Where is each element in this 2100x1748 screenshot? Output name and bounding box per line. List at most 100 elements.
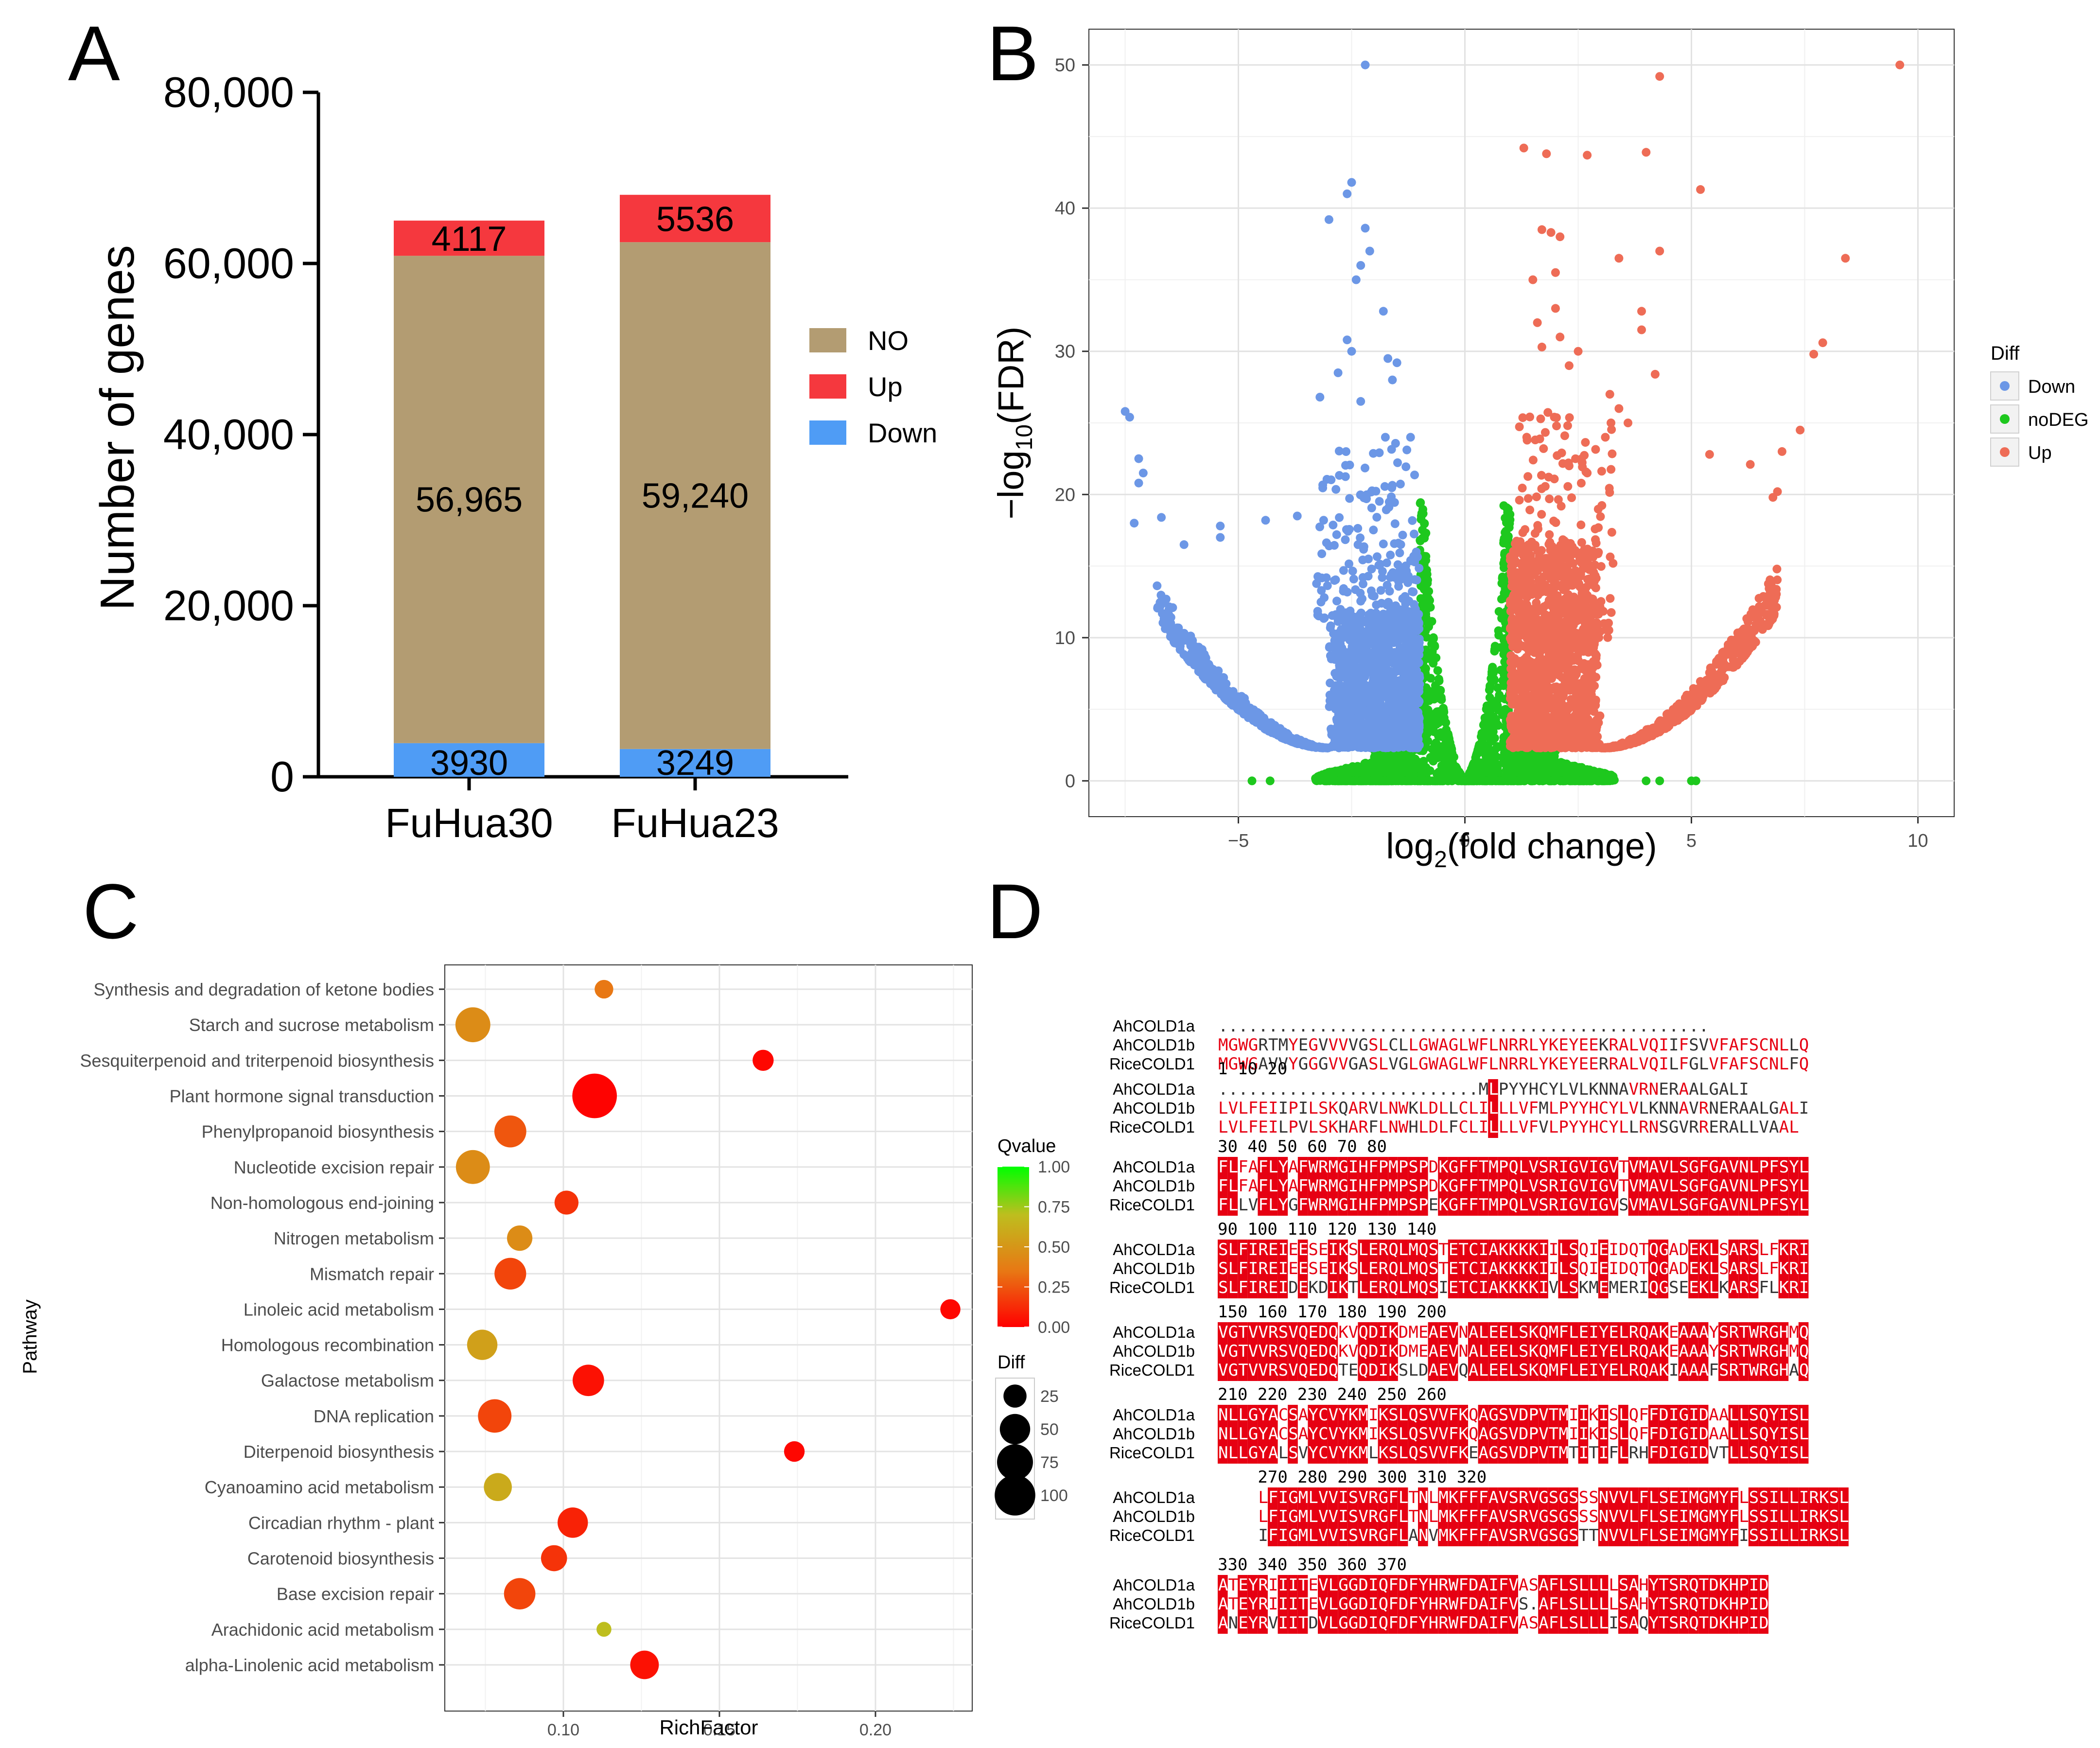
panel-b-point-down	[1377, 719, 1386, 728]
panel-b-point-down	[1375, 497, 1384, 506]
panel-b-point-down	[1388, 670, 1397, 680]
panel-b-point-down	[1367, 663, 1377, 672]
panel-a-y-tick-label: 40,000	[163, 410, 294, 458]
panel-b-point-down	[1231, 701, 1240, 710]
panel-b-point-nodeg	[1417, 511, 1426, 521]
panel-a-bars	[394, 194, 770, 777]
panel-b-point-nodeg	[1515, 758, 1524, 767]
panel-b-point-nodeg	[1464, 776, 1473, 786]
panel-b-point-nodeg	[1366, 765, 1375, 774]
panel-b-point-down	[1267, 727, 1277, 736]
panel-b-point-down	[1392, 703, 1401, 713]
panel-b-point-nodeg	[1322, 776, 1331, 786]
panel-b-point-up	[1772, 603, 1781, 612]
panel-b-point-down	[1404, 571, 1413, 580]
panel-b-point-nodeg	[1433, 666, 1442, 675]
panel-b-point-down	[1359, 542, 1368, 551]
panel-b-point-nodeg	[1488, 759, 1497, 769]
panel-b-point-down	[1332, 596, 1341, 606]
panel-b-point-up	[1640, 728, 1649, 737]
panel-b-point-down	[1347, 347, 1356, 356]
panel-b-point-down	[1347, 178, 1356, 187]
panel-b-point-down	[1326, 623, 1335, 632]
panel-b-point-up	[1688, 698, 1697, 707]
panel-b-point-down	[1376, 586, 1385, 595]
panel-b-point-down	[1393, 652, 1402, 661]
panel-b-point-nodeg	[1357, 776, 1366, 786]
panel-b-point-nodeg	[1416, 536, 1425, 545]
panel-b-point-nodeg	[1368, 776, 1377, 786]
panel-b-point-down	[1332, 530, 1341, 539]
panel-b-point-down	[1413, 680, 1422, 689]
panel-b-point-down	[1372, 513, 1382, 522]
panel-b-point-nodeg	[1454, 776, 1463, 786]
panel-a-bar-down	[394, 743, 544, 777]
panel-b-point-down	[1372, 552, 1382, 561]
panel-b-point-nodeg	[1420, 519, 1429, 528]
panel-b-points	[1120, 60, 1905, 786]
panel-b-point-down	[1216, 533, 1225, 542]
panel-b-point-down	[1332, 631, 1341, 640]
panel-b-point-down	[1410, 558, 1419, 566]
panel-b-point-down	[1377, 733, 1386, 742]
panel-b-point-down	[1339, 584, 1348, 593]
panel-a-label-no: 59,240	[642, 477, 749, 516]
panel-b-point-down	[1402, 680, 1411, 689]
panel-b-point-down	[1186, 657, 1195, 666]
panel-b-point-nodeg	[1313, 774, 1322, 783]
panel-b-point-down	[1388, 609, 1398, 618]
panel-b-point-down	[1362, 697, 1371, 706]
panel-b-point-down	[1372, 600, 1381, 610]
panel-a-letter: A	[68, 10, 120, 97]
panel-b-point-nodeg	[1655, 776, 1664, 786]
panel-b-point-down	[1361, 463, 1369, 472]
panel-b-point-down	[1354, 690, 1363, 699]
panel-b-point-down	[1398, 530, 1407, 540]
panel-b-point-down	[1367, 742, 1376, 752]
panel-b-point-down	[1353, 524, 1363, 533]
panel-b-point-nodeg	[1247, 776, 1257, 786]
panel-b-point-down	[1265, 718, 1275, 728]
panel-b-point-down	[1333, 368, 1343, 377]
panel-b-point-nodeg	[1479, 720, 1488, 730]
panel-b-point-down	[1335, 471, 1344, 480]
panel-b-point-nodeg	[1347, 764, 1356, 773]
panel-b-point-down	[1411, 648, 1420, 657]
panel-a-y-tick-label: 60,000	[163, 239, 294, 287]
panel-b-point-down	[1211, 685, 1221, 695]
panel-b-point-down	[1409, 632, 1418, 642]
panel-b-point-down	[1387, 445, 1396, 454]
panel-b-point-down	[1358, 555, 1367, 564]
panel-b-point-down	[1356, 261, 1365, 270]
panel-a-bar-down	[620, 749, 770, 777]
panel-a-label-down: 3930	[430, 744, 508, 783]
panel-b-point-down	[1322, 743, 1331, 752]
panel-b-point-nodeg	[1492, 719, 1502, 729]
panel-b-point-down	[1351, 275, 1361, 284]
panel-b-point-nodeg	[1442, 760, 1451, 769]
panel-b-point-down	[1351, 585, 1360, 594]
panel-b-point-down	[1342, 525, 1351, 534]
panel-b-point-down	[1387, 492, 1396, 502]
panel-b-point-down	[1356, 397, 1365, 406]
panel-b-point-down	[1367, 564, 1376, 574]
panel-b-point-up	[1680, 698, 1689, 707]
panel-b-point-down	[1393, 458, 1402, 467]
panel-a-y-tick-label: 0	[270, 752, 294, 801]
panel-b-point-down	[1354, 632, 1363, 642]
panel-b-point-down	[1179, 540, 1189, 549]
panel-b-point-nodeg	[1610, 775, 1619, 785]
panel-b-point-down	[1392, 358, 1401, 367]
panel-b-point-nodeg	[1447, 745, 1456, 754]
panel-b-point-down	[1403, 717, 1412, 727]
panel-b-point-nodeg	[1500, 534, 1509, 543]
panel-b-point-up	[1706, 664, 1715, 672]
panel-b-point-down	[1396, 479, 1405, 489]
panel-b-point-down	[1410, 471, 1419, 480]
panel-b-point-nodeg	[1642, 776, 1651, 786]
panel-b-point-nodeg	[1387, 776, 1396, 786]
panel-b-point-down	[1325, 542, 1334, 550]
